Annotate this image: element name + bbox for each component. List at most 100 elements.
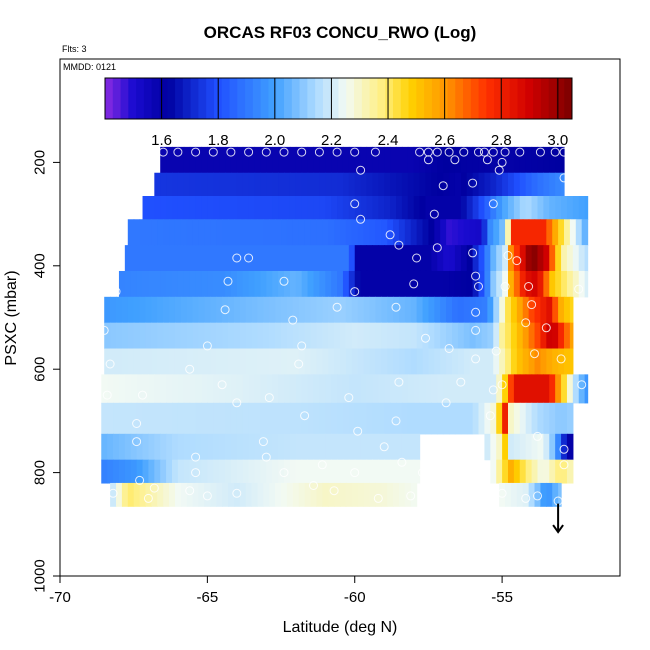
heatmap-cell xyxy=(393,322,400,350)
heatmap-cell xyxy=(177,196,185,220)
heatmap-cell xyxy=(183,270,191,298)
heatmap-cell xyxy=(540,482,547,507)
heatmap-cell xyxy=(139,219,147,246)
heatmap-cell xyxy=(413,172,421,197)
heatmap-cell xyxy=(172,146,179,174)
heatmap-cell xyxy=(340,219,347,246)
heatmap-cell xyxy=(513,196,521,220)
heatmap-cell xyxy=(166,172,173,197)
heatmap-cell xyxy=(366,196,374,220)
heatmap-cell xyxy=(348,459,356,484)
heatmap-cell xyxy=(304,322,312,350)
heatmap-cell xyxy=(348,172,356,197)
colorbar-tick-label: 2.4 xyxy=(378,132,399,149)
sample-point xyxy=(143,493,153,503)
sample-point xyxy=(138,390,147,400)
heatmap-cell xyxy=(381,322,388,350)
heatmap-cell xyxy=(272,270,279,298)
heatmap-cell xyxy=(561,245,568,272)
colorbar-cell xyxy=(346,78,355,119)
heatmap-cell xyxy=(260,245,267,272)
heatmap-cell xyxy=(154,433,161,461)
sample-point xyxy=(479,147,489,157)
sample-point xyxy=(574,284,584,294)
heatmap-cell xyxy=(413,459,421,484)
colorbar-cell xyxy=(447,78,456,119)
sample-point xyxy=(503,251,513,260)
heatmap-cell xyxy=(437,374,444,404)
heatmap-cell xyxy=(337,459,344,484)
heatmap-cell xyxy=(174,296,182,324)
heatmap-cell xyxy=(166,146,173,174)
heatmap-cell xyxy=(210,219,217,246)
heatmap-cell xyxy=(133,482,141,507)
heatmap-cell xyxy=(484,245,491,272)
sample-point xyxy=(441,398,451,408)
heatmap-cell xyxy=(546,322,553,350)
heatmap-cell xyxy=(502,196,509,220)
heatmap-cell xyxy=(337,146,344,174)
heatmap-cell xyxy=(566,196,574,220)
heatmap-cell xyxy=(145,296,152,324)
arrow-head xyxy=(552,524,564,534)
heatmap-cell xyxy=(401,374,409,404)
heatmap-cell xyxy=(260,172,267,197)
heatmap-cell xyxy=(183,196,191,220)
heatmap-cell xyxy=(505,482,512,507)
y-axis: 200 400 600 800 1000 xyxy=(32,150,61,593)
heatmap-cell xyxy=(113,433,120,461)
heatmap-cell xyxy=(354,172,362,197)
heatmap-cell xyxy=(254,459,262,484)
heatmap-cell xyxy=(460,245,468,272)
heatmap-cell xyxy=(284,196,291,220)
heatmap-cell xyxy=(195,270,203,298)
heatmap-cell xyxy=(331,146,338,174)
heatmap-cell xyxy=(145,219,152,246)
colorbar-cell xyxy=(338,78,347,119)
colorbar-cell xyxy=(105,78,114,119)
heatmap-cell xyxy=(266,196,273,220)
heatmap-cell xyxy=(322,219,329,246)
heatmap-cell xyxy=(292,348,300,375)
heatmap-cell xyxy=(558,348,565,375)
heatmap-cell xyxy=(127,322,135,350)
heatmap-cell xyxy=(537,196,544,220)
heatmap-cell xyxy=(452,296,459,324)
heatmap-cell xyxy=(198,348,206,375)
heatmap-cell xyxy=(481,219,488,246)
sample-point xyxy=(444,344,454,353)
heatmap-cell xyxy=(469,296,477,324)
heatmap-cell xyxy=(201,433,208,461)
heatmap-cell xyxy=(275,322,282,350)
heatmap-cell xyxy=(566,433,574,461)
heatmap-cell xyxy=(260,374,267,404)
colorbar-cell xyxy=(424,78,433,119)
heatmap-cell xyxy=(228,322,235,350)
sample-point xyxy=(202,491,212,501)
sample-point xyxy=(559,460,569,470)
heatmap-cell xyxy=(449,196,456,220)
heatmap-cell xyxy=(104,348,111,375)
heatmap-cell xyxy=(124,459,132,484)
heatmap-cell xyxy=(457,322,465,350)
heatmap-cell xyxy=(163,482,170,507)
heatmap-cell xyxy=(516,482,524,507)
heatmap-cell xyxy=(378,374,385,404)
heatmap-cell xyxy=(166,459,173,484)
sample-point xyxy=(550,147,560,157)
heatmap-cell xyxy=(555,146,562,174)
heatmap-cell xyxy=(342,433,350,461)
colorbar-cell xyxy=(291,78,301,119)
heatmap-cell xyxy=(425,402,432,435)
heatmap-cell xyxy=(410,482,418,507)
heatmap-cell xyxy=(233,322,241,350)
heatmap-cell xyxy=(384,459,391,484)
colorbar-frame xyxy=(104,77,573,120)
heatmap-cell xyxy=(278,196,285,220)
heatmap-cell xyxy=(381,348,388,375)
heatmap-cell xyxy=(260,402,267,435)
heatmap-cell xyxy=(513,270,521,298)
heatmap-cell xyxy=(478,146,486,174)
colorbar-cell xyxy=(369,78,378,119)
heatmap-cell xyxy=(404,219,412,246)
